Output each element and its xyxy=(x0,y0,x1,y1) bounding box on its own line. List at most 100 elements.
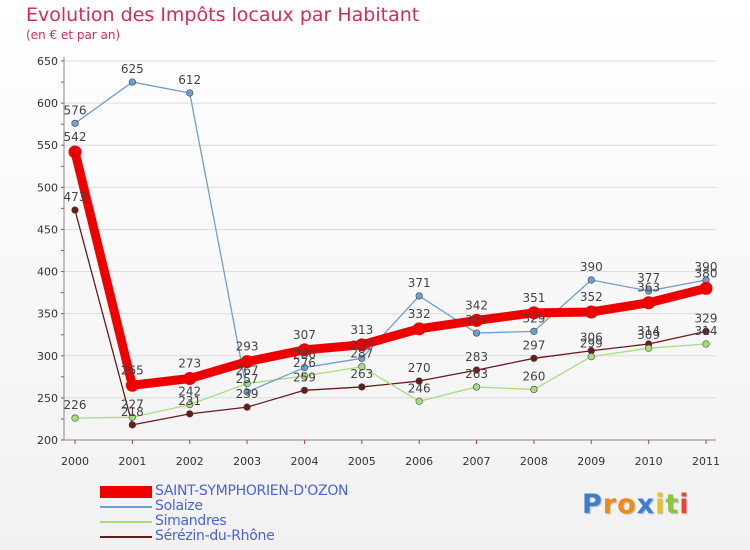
data-point xyxy=(186,89,194,97)
data-point xyxy=(472,329,481,337)
data-label: 342 xyxy=(465,298,488,312)
data-label: 242 xyxy=(178,385,201,399)
y-tick-label: 600 xyxy=(37,97,58,110)
logo-letter: o xyxy=(617,489,637,520)
y-tick-label: 550 xyxy=(37,139,58,152)
x-tick-label: 2008 xyxy=(520,455,548,468)
y-tick-label: 500 xyxy=(37,181,58,194)
data-label: 293 xyxy=(236,340,259,354)
logo-letter: x xyxy=(636,489,656,520)
x-tick-label: 2003 xyxy=(233,455,261,468)
data-label: 612 xyxy=(178,73,201,87)
chart-legend: SAINT-SYMPHORIEN-D'OZON Solaize Simandre… xyxy=(100,483,430,544)
logo-letter: t xyxy=(665,489,680,520)
chart-subtitle: (en € et par an) xyxy=(26,28,121,42)
y-tick-label: 450 xyxy=(37,223,58,236)
data-point xyxy=(128,78,136,86)
data-point xyxy=(470,313,484,327)
data-label: 542 xyxy=(64,130,87,144)
data-point xyxy=(300,386,309,394)
data-label: 270 xyxy=(408,361,431,375)
data-point xyxy=(243,403,251,411)
legend-item: SAINT-SYMPHORIEN-D'OZON xyxy=(100,483,430,499)
data-label: 286 xyxy=(293,348,316,362)
data-label: 363 xyxy=(637,281,660,295)
data-label: 473 xyxy=(64,190,87,204)
x-tick-label: 2010 xyxy=(635,455,663,468)
data-label: 273 xyxy=(178,357,201,371)
data-point xyxy=(71,206,79,214)
legend-item: Solaize xyxy=(100,498,430,514)
series-layer xyxy=(68,78,713,429)
data-label: 314 xyxy=(637,324,660,338)
legend-label: SAINT-SYMPHORIEN-D'OZON xyxy=(155,483,349,499)
y-tick-label: 650 xyxy=(37,55,58,68)
data-point xyxy=(297,343,311,357)
data-label: 226 xyxy=(64,398,87,412)
data-point xyxy=(300,372,309,380)
data-label: 283 xyxy=(465,350,488,364)
data-point xyxy=(415,377,423,385)
y-tick-label: 350 xyxy=(37,308,58,321)
data-label: 371 xyxy=(408,276,431,290)
chart-title: Evolution des Impôts locaux par Habitant xyxy=(26,4,420,26)
data-label: 263 xyxy=(465,367,488,381)
data-point xyxy=(645,344,653,352)
x-tick-label: 2005 xyxy=(348,455,376,468)
logo-letter: i xyxy=(679,489,690,520)
data-point xyxy=(186,401,194,409)
data-point xyxy=(530,385,538,394)
data-label: 260 xyxy=(522,369,545,383)
data-label: 576 xyxy=(64,103,87,117)
data-point xyxy=(587,276,595,284)
legend-swatch xyxy=(100,505,152,508)
data-label: 329 xyxy=(522,311,545,325)
series-line xyxy=(74,81,707,393)
data-label: 377 xyxy=(637,271,660,285)
data-point xyxy=(472,383,481,391)
data-label: 306 xyxy=(580,331,603,345)
data-label: 259 xyxy=(293,370,316,384)
series-line xyxy=(74,343,707,419)
legend-item: Sérézin-du-Rhône xyxy=(100,528,430,544)
data-point xyxy=(412,322,426,336)
data-point xyxy=(415,397,423,405)
data-point xyxy=(530,354,538,362)
data-label: 267 xyxy=(236,364,259,378)
legend-label: Solaize xyxy=(155,498,203,514)
data-label: 257 xyxy=(236,372,259,386)
data-point xyxy=(587,353,595,361)
legend-swatch xyxy=(100,535,152,538)
data-label: 263 xyxy=(350,367,373,381)
data-label: 329 xyxy=(695,311,718,325)
data-label: 246 xyxy=(408,381,431,395)
data-point xyxy=(584,305,598,319)
x-tick-label: 2000 xyxy=(61,455,89,468)
proxiti-logo: Proxiti xyxy=(582,489,690,520)
data-label: 309 xyxy=(637,328,660,342)
x-tick-label: 2002 xyxy=(176,455,204,468)
data-point xyxy=(300,363,309,372)
data-label: 327 xyxy=(465,313,488,327)
x-tick-label: 2004 xyxy=(290,455,318,468)
legend-label: Sérézin-du-Rhône xyxy=(155,528,275,544)
data-label: 299 xyxy=(580,337,603,351)
y-tick-label: 200 xyxy=(37,434,58,447)
data-point xyxy=(527,306,541,320)
data-point xyxy=(71,119,79,127)
data-label: 314 xyxy=(695,324,718,338)
data-label: 231 xyxy=(178,394,201,408)
data-point xyxy=(699,281,713,295)
series-line xyxy=(70,147,711,390)
legend-label: Simandres xyxy=(155,513,227,529)
data-point xyxy=(243,388,251,396)
data-point xyxy=(645,287,653,295)
legend-item: Simandres xyxy=(100,513,430,529)
data-label: 227 xyxy=(121,397,144,411)
logo-letter: i xyxy=(655,489,666,520)
data-label: 351 xyxy=(522,291,545,305)
data-label: 390 xyxy=(695,260,718,274)
x-tick-label: 2011 xyxy=(692,455,720,468)
data-point xyxy=(358,363,366,371)
